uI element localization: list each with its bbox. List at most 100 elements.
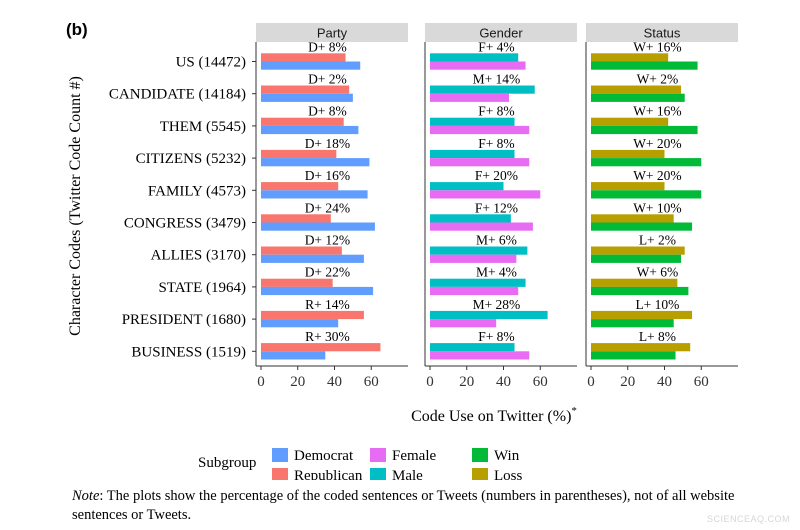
legend: Subgroup Democrat Republican Female Male Win… — [198, 448, 523, 480]
bar-female — [430, 158, 530, 167]
bar-annotation: W+ 20% — [633, 136, 681, 151]
bar-loss — [591, 182, 665, 191]
bar-female — [430, 222, 533, 231]
panel-status: Status 0 20 40 60 W+ 16% W+ 2% W+ 16% W+ 20% W+ 2… — [585, 23, 738, 390]
legend-label-loss: Loss — [494, 468, 523, 480]
legend-title: Subgroup — [198, 455, 256, 471]
x-tick-label: 20 — [459, 374, 474, 390]
x-tick-label: 20 — [620, 374, 635, 390]
x-tick-label: 40 — [496, 374, 511, 390]
bar-annotation: D+ 18% — [305, 136, 350, 151]
bar-female — [430, 125, 530, 135]
bar-democrat — [261, 319, 339, 328]
bar-annotation: D+ 24% — [305, 200, 350, 215]
bar-loss — [591, 214, 674, 223]
bar-republican — [261, 214, 331, 223]
bar-win — [591, 319, 674, 328]
legend-label-win: Win — [494, 448, 520, 464]
x-axis-label-text: Code Use on Twitter (%) — [411, 408, 571, 425]
bar-annotation: F+ 4% — [478, 39, 515, 54]
bar-annotation: W+ 20% — [633, 168, 681, 183]
figure-note: Note: The plots show the percentage of t… — [72, 487, 772, 525]
bar-annotation: F+ 8% — [478, 104, 515, 119]
panel-gender: Gender 0 20 40 60 F+ 4% M+ 14% F+ 8% F+ 8% F+ 20%… — [424, 23, 577, 390]
bar-annotation: D+ 8% — [308, 104, 347, 119]
bar-annotation: D+ 22% — [305, 265, 350, 280]
bar-annotation: D+ 16% — [305, 168, 350, 183]
bar-republican — [261, 278, 333, 287]
bar-democrat — [261, 93, 353, 102]
x-tick-label: 60 — [364, 374, 379, 390]
y-category-label: US (14472) — [176, 55, 246, 71]
bar-democrat — [261, 158, 370, 167]
bar-republican — [261, 310, 364, 320]
bar-female — [430, 254, 517, 263]
bar-win — [591, 93, 685, 102]
y-category-label: PRESIDENT (1680) — [122, 312, 246, 328]
bar-republican — [261, 246, 342, 255]
faceted-bar-chart: (b) Character Codes (Twitter Code Count … — [66, 20, 738, 480]
note-label: Note — [72, 488, 100, 504]
bar-annotation: W+ 16% — [633, 104, 681, 119]
bar-republican — [261, 53, 346, 62]
bar-annotation: L+ 8% — [639, 329, 676, 344]
bar-male — [430, 149, 515, 159]
panel-strip-title: Status — [644, 26, 681, 41]
bar-win — [591, 61, 698, 70]
bar-male — [430, 246, 528, 255]
y-axis-label: Character Codes (Twitter Code Count #) — [67, 76, 84, 336]
x-tick-label: 40 — [657, 374, 672, 390]
y-category-label: CITIZENS (5232) — [136, 151, 246, 167]
bar-win — [591, 351, 676, 360]
bar-male — [430, 278, 526, 287]
x-tick-label: 60 — [694, 374, 709, 390]
bar-male — [430, 117, 515, 126]
bar-annotation: M+ 14% — [473, 72, 521, 87]
bar-male — [430, 343, 515, 352]
bar-loss — [591, 53, 669, 62]
legend-key-loss — [472, 468, 488, 480]
legend-label-democrat: Democrat — [294, 448, 354, 464]
legend-key-win — [472, 448, 488, 462]
bar-republican — [261, 149, 337, 159]
x-tick-label: 0 — [426, 374, 434, 390]
panel-label: (b) — [66, 20, 88, 39]
legend-label-male: Male — [392, 468, 423, 480]
bar-male — [430, 214, 511, 223]
bar-annotation: D+ 12% — [305, 233, 350, 248]
bar-annotation: M+ 4% — [476, 265, 517, 280]
panel-strip — [586, 23, 738, 42]
bar-annotation: W+ 6% — [637, 265, 679, 280]
legend-label-republican: Republican — [294, 468, 363, 480]
y-category-label: BUSINESS (1519) — [131, 344, 246, 360]
bar-annotation: R+ 14% — [305, 297, 350, 312]
bar-win — [591, 254, 682, 263]
bar-republican — [261, 117, 344, 126]
bar-annotation: F+ 8% — [478, 136, 515, 151]
bar-annotation: F+ 8% — [478, 329, 515, 344]
bar-annotation: F+ 12% — [475, 200, 518, 215]
bar-annotation: D+ 2% — [308, 72, 347, 87]
bar-loss — [591, 149, 665, 159]
bar-democrat — [261, 190, 368, 199]
chart-panels: Party 0 20 40 60 D+ 8% D+ 2% D+ 8% D+ 18% D+ 16% D… — [252, 23, 738, 390]
bar-loss — [591, 278, 678, 287]
bar-male — [430, 182, 504, 191]
bar-win — [591, 286, 689, 296]
x-tick-label: 20 — [290, 374, 305, 390]
x-tick-label: 0 — [587, 374, 595, 390]
bar-annotation: L+ 10% — [635, 297, 679, 312]
bar-democrat — [261, 254, 364, 263]
x-tick-label: 40 — [327, 374, 342, 390]
bar-win — [591, 125, 698, 135]
panel-strip — [256, 23, 408, 42]
y-category-label: THEM (5545) — [160, 119, 246, 135]
note-text: : The plots show the percentage of the c… — [72, 488, 735, 523]
bar-loss — [591, 117, 669, 126]
bar-female — [430, 286, 519, 296]
y-category-label: FAMILY (4573) — [148, 183, 246, 199]
bar-loss — [591, 310, 693, 320]
bar-annotation: M+ 28% — [473, 297, 521, 312]
bar-annotation: D+ 8% — [308, 39, 347, 54]
y-category-label: ALLIES (3170) — [151, 248, 246, 264]
